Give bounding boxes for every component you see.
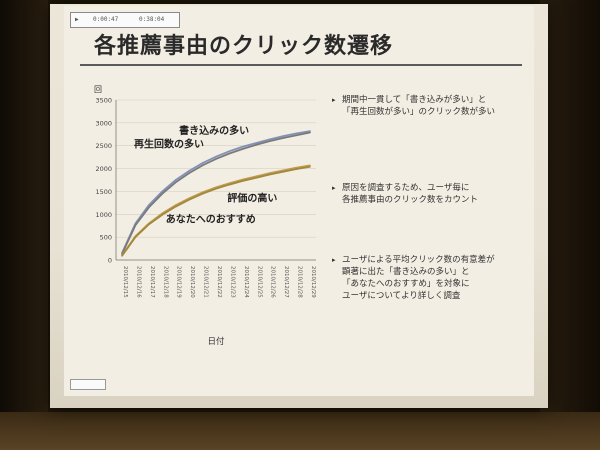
data-point: [255, 144, 258, 146]
data-point: [148, 223, 150, 226]
data-point: [148, 206, 150, 209]
data-point: [174, 181, 177, 184]
data-point: [228, 150, 231, 152]
bullet-line: 各推薦事由のクリック数をカウント: [342, 195, 479, 205]
projection-screen: ▶ 0:00:47 0:38:04 各推薦事由のクリック数遷移 回 3500 300…: [50, 4, 548, 408]
data-point: [188, 172, 190, 174]
data-point: [174, 179, 177, 181]
data-point: [309, 131, 311, 134]
y-tick-label: 1500: [95, 188, 112, 196]
bullet-item: 期間中一貫して「書き込みが多い」と 「再生回数が多い」のクリック数が多い: [332, 94, 495, 118]
data-point: [201, 162, 204, 164]
y-tick-label: 3000: [95, 119, 112, 127]
y-axis-label: 回: [94, 85, 102, 94]
y-tick-label: 0: [108, 257, 112, 265]
x-axis-label: 日付: [207, 336, 225, 347]
slide-nav-controls[interactable]: [70, 379, 106, 390]
y-tick-label: 500: [100, 234, 112, 242]
media-player-bar[interactable]: ▶ 0:00:47 0:38:04: [70, 12, 180, 28]
title-divider: [80, 64, 522, 66]
data-point: [295, 134, 298, 136]
data-point: [295, 132, 298, 135]
play-icon[interactable]: ▶: [75, 16, 79, 23]
bullet-line: 顕著に出た「書き込みの多い」と: [342, 267, 470, 277]
data-point: [282, 137, 284, 139]
x-tick-label: 2010/12/23: [229, 266, 235, 298]
data-point: [161, 190, 164, 193]
data-point: [282, 170, 284, 173]
data-point: [188, 170, 190, 172]
data-point: [309, 130, 311, 132]
room-wall-left: [0, 0, 48, 450]
x-tick-label: 2010/12/22: [216, 266, 222, 298]
x-tick-label: 2010/12/26: [270, 266, 276, 298]
data-point: [242, 180, 244, 182]
data-point: [242, 148, 244, 150]
data-point: [121, 255, 123, 257]
room-wall-right: [540, 0, 600, 450]
data-point: [215, 155, 217, 158]
series-annotation: 書き込みの多い: [179, 124, 249, 137]
x-tick-label: 2010/12/25: [256, 266, 262, 298]
bullet-line: 期間中一貫して「書き込みが多い」と: [342, 95, 487, 105]
series-line: [121, 165, 311, 257]
data-point: [201, 164, 204, 167]
slide-title: 各推薦事由のクリック数遷移: [94, 34, 394, 59]
x-tick-label: 2010/12/21: [203, 266, 209, 298]
data-point: [161, 192, 164, 195]
series-annotation: あなたへのおすすめ: [166, 212, 256, 225]
bullet-line: 「あなたへのおすすめ」を対象に: [342, 279, 470, 289]
data-point: [201, 192, 204, 195]
data-point: [228, 183, 231, 186]
y-tick-label: 2500: [95, 142, 112, 150]
data-point: [134, 236, 137, 238]
bullet-line: 「再生回数が多い」のクリック数が多い: [342, 107, 496, 117]
bullet-line: 原因を調査するため、ユーザ毎に: [342, 183, 470, 193]
data-point: [242, 145, 244, 148]
player-time-right: 0:38:04: [139, 16, 165, 23]
room-floor: [0, 412, 600, 450]
x-tick-label: 2010/12/17: [149, 266, 155, 298]
x-tick-label: 2010/12/20: [189, 266, 195, 298]
x-tick-label: 2010/12/15: [122, 266, 128, 298]
data-point: [255, 142, 258, 144]
data-point: [268, 138, 271, 141]
data-point: [161, 213, 164, 216]
x-tick-label: 2010/12/27: [283, 266, 289, 298]
x-tick-label: 2010/12/16: [135, 266, 141, 298]
data-point: [268, 173, 271, 176]
bullet-line: ユーザについてより詳しく調査: [342, 291, 461, 301]
y-tick-label: 1000: [95, 211, 112, 219]
player-time-left: 0:00:47: [93, 16, 119, 23]
data-point: [215, 187, 217, 190]
data-point: [228, 152, 231, 155]
click-count-line-chart: 回 3500 3000 2500 2000 1500 1000 500 0 2010/12/15 2…: [94, 85, 316, 347]
data-point: [309, 164, 311, 167]
series-annotation: 再生回数の多い: [134, 137, 204, 150]
x-tick-label: 2010/12/28: [297, 266, 303, 298]
bullet-item: 原因を調査するため、ユーザ毎に 各推薦事由のクリック数をカウント: [332, 182, 478, 206]
data-point: [282, 135, 284, 137]
data-point: [309, 165, 311, 168]
data-point: [295, 168, 298, 170]
data-point: [255, 176, 258, 179]
x-tick-label: 2010/12/29: [310, 266, 316, 298]
series-line: [121, 131, 311, 255]
bullet-line: ユーザによる平均クリック数の有意差が: [342, 255, 495, 265]
bullet-item: ユーザによる平均クリック数の有意差が 顕著に出た「書き込みの多い」と 「あなたへ…: [332, 254, 495, 302]
y-tick-label: 3500: [95, 97, 112, 105]
series-annotation: 評価の高い: [227, 191, 277, 204]
data-point: [215, 158, 217, 160]
data-point: [174, 205, 177, 208]
x-tick-label: 2010/12/19: [176, 266, 182, 298]
data-point: [148, 204, 150, 206]
x-tick-label: 2010/12/18: [162, 266, 168, 298]
data-point: [134, 224, 137, 227]
x-tick-label: 2010/12/24: [243, 266, 249, 298]
presentation-slide: ▶ 0:00:47 0:38:04 各推薦事由のクリック数遷移 回 3500 300…: [64, 6, 534, 396]
series-line: [121, 164, 311, 256]
data-point: [268, 140, 271, 142]
y-tick-label: 2000: [95, 165, 112, 173]
data-point: [188, 198, 190, 201]
